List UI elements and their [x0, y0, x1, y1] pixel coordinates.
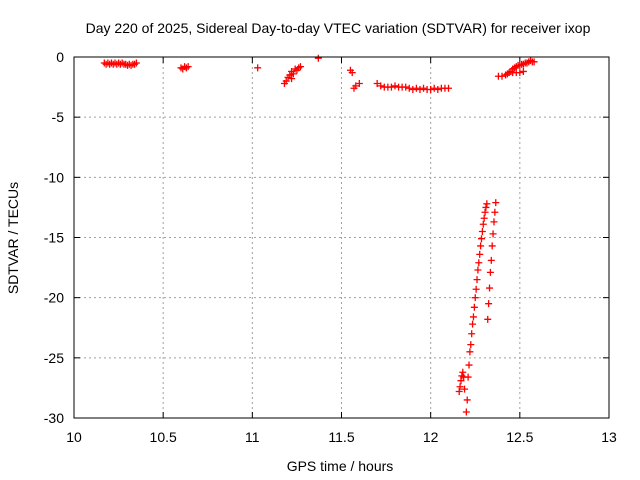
- data-point: [289, 70, 297, 78]
- data-point: [468, 330, 476, 338]
- data-point: [488, 242, 496, 250]
- y-tick-label: -25: [44, 350, 64, 366]
- x-tick-label: 11: [245, 429, 260, 445]
- data-point: [373, 79, 381, 87]
- data-point: [530, 58, 538, 66]
- data-points: [100, 54, 538, 416]
- data-point: [254, 64, 262, 72]
- plot-frame: [73, 56, 610, 419]
- data-point: [485, 300, 493, 308]
- data-point: [409, 85, 417, 93]
- data-point: [456, 383, 464, 391]
- data-point: [481, 208, 489, 216]
- data-point: [461, 385, 469, 393]
- data-point: [462, 408, 470, 416]
- data-point: [427, 85, 435, 93]
- data-point: [463, 396, 471, 404]
- data-point: [377, 82, 385, 90]
- data-point: [491, 208, 499, 216]
- data-point: [486, 268, 494, 276]
- data-point: [482, 203, 490, 211]
- data-point: [486, 284, 494, 292]
- data-point: [479, 220, 487, 228]
- data-point: [466, 348, 474, 356]
- data-point: [516, 69, 524, 77]
- data-point: [489, 230, 497, 238]
- data-point: [480, 214, 488, 222]
- data-point: [473, 276, 481, 284]
- grid: [74, 57, 609, 418]
- y-tick-label: -10: [44, 169, 64, 185]
- y-tick-label: -30: [44, 410, 64, 426]
- data-point: [430, 84, 438, 92]
- data-point: [469, 313, 477, 321]
- data-point: [498, 72, 506, 80]
- data-point: [402, 83, 410, 91]
- data-point: [492, 199, 500, 207]
- data-point: [455, 388, 463, 396]
- data-point: [484, 315, 492, 323]
- x-tick-label: 11.5: [328, 429, 354, 445]
- data-point: [314, 54, 322, 62]
- data-point: [131, 60, 139, 68]
- data-point: [355, 79, 363, 87]
- data-point: [286, 71, 294, 79]
- data-point: [434, 85, 442, 93]
- x-axis-label: GPS time / hours: [287, 458, 394, 474]
- data-point: [458, 372, 466, 380]
- data-point: [464, 373, 472, 381]
- data-point: [519, 67, 527, 75]
- chart-title: Day 220 of 2025, Sidereal Day-to-day VTE…: [86, 20, 591, 36]
- data-point: [182, 64, 190, 72]
- x-tick-label: 12: [423, 429, 439, 445]
- data-point: [288, 75, 296, 83]
- data-point: [457, 377, 465, 385]
- x-tick-label: 10.5: [150, 429, 177, 445]
- data-point: [132, 59, 140, 67]
- data-point: [487, 256, 495, 264]
- data-point: [490, 218, 498, 226]
- data-point: [412, 84, 420, 92]
- data-point: [282, 77, 290, 85]
- data-point: [477, 242, 485, 250]
- data-point: [465, 361, 473, 369]
- y-tick-label: -5: [52, 109, 65, 125]
- data-point: [416, 85, 424, 93]
- data-point: [469, 320, 477, 328]
- data-point: [478, 227, 486, 235]
- data-point: [471, 294, 479, 302]
- x-tick-label: 13: [601, 429, 617, 445]
- data-point: [445, 84, 452, 92]
- data-point: [348, 69, 356, 77]
- data-point: [352, 82, 360, 90]
- data-point: [475, 259, 483, 267]
- y-tick-label: 0: [56, 49, 64, 65]
- data-point: [184, 63, 192, 71]
- x-tick-label: 12.5: [506, 429, 533, 445]
- data-point: [477, 235, 485, 243]
- data-point: [467, 341, 475, 349]
- data-point: [472, 285, 480, 293]
- y-tick-label: -20: [44, 290, 64, 306]
- data-point: [459, 368, 467, 376]
- data-point: [391, 82, 399, 90]
- data-point: [405, 84, 413, 92]
- data-point: [296, 63, 304, 71]
- y-tick-label: -15: [44, 230, 64, 246]
- data-point: [420, 84, 428, 92]
- data-point: [483, 200, 491, 208]
- axis-ticks: 10 10.5 11 11.5 12 12.5 13 0 -5 -10 -15 -20 -25 -30: [44, 49, 617, 445]
- data-point: [474, 266, 482, 274]
- data-point: [476, 250, 484, 258]
- data-point: [387, 83, 395, 91]
- y-axis-label: SDTVAR / TECUs: [5, 182, 21, 294]
- x-tick-label: 10: [66, 429, 82, 445]
- data-point: [470, 303, 478, 311]
